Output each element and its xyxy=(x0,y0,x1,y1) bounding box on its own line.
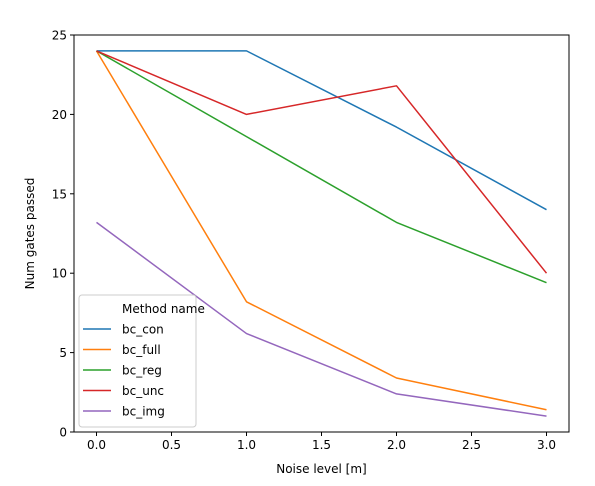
series-layer xyxy=(95,50,548,417)
x-tick-label: 0.5 xyxy=(162,438,181,452)
x-tick-label: 1.0 xyxy=(237,438,256,452)
y-tick-label: 10 xyxy=(52,267,67,281)
x-tick-label: 2.0 xyxy=(387,438,406,452)
series-line-bc-unc xyxy=(96,50,548,274)
legend-label-bc-full: bc_full xyxy=(122,343,161,357)
series-line-bc-con xyxy=(96,50,547,211)
x-tick-label: 2.5 xyxy=(462,438,481,452)
y-tick-label: 20 xyxy=(52,108,67,122)
legend-items: bc_con bc_full bc_reg bc_unc bc_img xyxy=(83,323,165,419)
legend-title: Method name xyxy=(122,302,205,316)
legend: Method name bc_conbc_fullbc_regbc_uncbc_… xyxy=(78,294,205,428)
x-axis-label: Noise level [m] xyxy=(276,462,367,476)
y-axis-label: Num gates passed xyxy=(23,178,37,290)
x-axis-ticks: 0.0 0.5 1.0 1.5 2.0 2.5 3.0 xyxy=(87,432,556,452)
y-tick-label: 0 xyxy=(59,426,67,440)
legend-label-bc-reg: bc_reg xyxy=(122,364,162,378)
y-axis-ticks: 0 5 10 15 20 25 xyxy=(52,29,74,440)
series-line-bc-full xyxy=(95,50,547,411)
y-tick-label: 25 xyxy=(52,29,67,43)
x-tick-label: 3.0 xyxy=(537,438,556,452)
legend-label-bc-img: bc_img xyxy=(122,405,165,419)
x-tick-label: 1.5 xyxy=(312,438,331,452)
series-line-bc-reg xyxy=(96,50,547,284)
y-tick-label: 5 xyxy=(59,346,67,360)
legend-label-bc-con: bc_con xyxy=(122,323,164,337)
y-tick-label: 15 xyxy=(52,187,67,201)
legend-label-bc-unc: bc_unc xyxy=(122,384,164,398)
x-tick-label: 0.0 xyxy=(87,438,106,452)
legend-box xyxy=(78,294,197,428)
series-line-bc-img xyxy=(96,221,547,417)
